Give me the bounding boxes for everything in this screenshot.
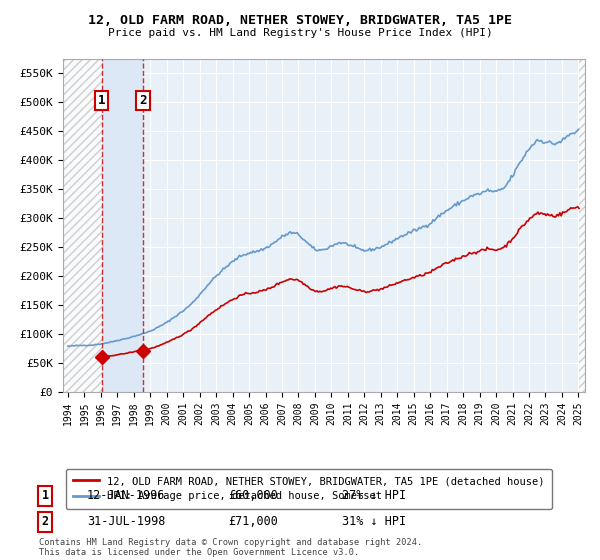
Text: Contains HM Land Registry data © Crown copyright and database right 2024.
This d: Contains HM Land Registry data © Crown c… <box>39 538 422 557</box>
Text: 12-JAN-1996: 12-JAN-1996 <box>87 489 166 502</box>
Bar <box>579 59 585 392</box>
Text: 2: 2 <box>41 515 49 529</box>
Text: 27% ↓ HPI: 27% ↓ HPI <box>342 489 406 502</box>
Text: Price paid vs. HM Land Registry's House Price Index (HPI): Price paid vs. HM Land Registry's House … <box>107 28 493 38</box>
Text: 31% ↓ HPI: 31% ↓ HPI <box>342 515 406 529</box>
Bar <box>101 59 143 392</box>
Text: 12, OLD FARM ROAD, NETHER STOWEY, BRIDGWATER, TA5 1PE: 12, OLD FARM ROAD, NETHER STOWEY, BRIDGW… <box>88 14 512 27</box>
Text: 1: 1 <box>98 94 105 107</box>
Text: 2: 2 <box>140 94 147 107</box>
Legend: 12, OLD FARM ROAD, NETHER STOWEY, BRIDGWATER, TA5 1PE (detached house), HPI: Ave: 12, OLD FARM ROAD, NETHER STOWEY, BRIDGW… <box>65 469 552 508</box>
Text: 31-JUL-1998: 31-JUL-1998 <box>87 515 166 529</box>
Text: £60,000: £60,000 <box>228 489 278 502</box>
Bar <box>63 59 101 392</box>
Text: 1: 1 <box>41 489 49 502</box>
Text: £71,000: £71,000 <box>228 515 278 529</box>
